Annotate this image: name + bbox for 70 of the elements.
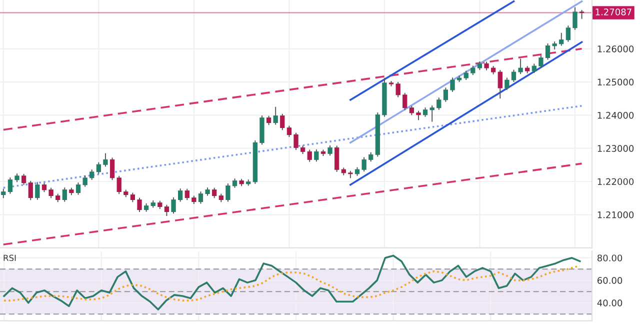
candlestick (396, 81, 400, 98)
candlestick (430, 105, 434, 122)
candlestick (90, 169, 94, 180)
candlestick (416, 110, 421, 121)
candlestick (82, 175, 88, 188)
candlestick (566, 25, 571, 42)
candlestick (116, 175, 122, 195)
candlestick (35, 182, 40, 200)
candlestick (48, 187, 54, 199)
candlestick (28, 180, 33, 201)
line-series (3, 254, 581, 310)
candlestick (307, 149, 312, 162)
candlestick (178, 188, 183, 202)
y-tick-label: 40.00 (597, 300, 622, 306)
candlestick (538, 54, 544, 69)
candlestick (8, 177, 13, 194)
candlestick (130, 192, 136, 203)
candlestick (402, 92, 408, 111)
candlestick (436, 97, 442, 110)
candlestick (103, 152, 108, 168)
candlestick (198, 190, 204, 204)
candlestick (464, 70, 468, 80)
candlestick (110, 157, 115, 181)
ref-line-label: 1.27087 (596, 8, 632, 16)
candlestick (280, 113, 285, 131)
candlestick (498, 70, 502, 100)
candlestick (443, 87, 448, 102)
candlestick (76, 182, 81, 196)
y-tick-label: 1.25000 (598, 78, 634, 86)
candlestick (532, 63, 536, 74)
y-tick-label: 80.00 (597, 254, 622, 262)
line-series (3, 264, 581, 302)
candlestick (232, 178, 238, 188)
candlestick (137, 197, 142, 213)
candlestick (368, 152, 374, 162)
candlestick (266, 115, 272, 126)
candlestick (286, 125, 292, 138)
candlestick (226, 183, 230, 202)
candlestick (21, 173, 26, 186)
candlestick (409, 105, 414, 116)
candlestick (42, 182, 47, 193)
candlestick (62, 186, 67, 202)
y-tick-label: 1.23000 (598, 145, 634, 152)
candlestick (559, 32, 564, 46)
candlestick (470, 65, 476, 76)
candlestick (273, 106, 278, 126)
candlestick (294, 132, 298, 150)
y-tick-label: 1.22000 (598, 178, 634, 186)
candlestick (504, 77, 510, 90)
y-tick-label: 1.24000 (598, 112, 634, 119)
candlestick (212, 187, 217, 199)
candlestick (184, 188, 190, 201)
y-tick-label: 1.26000 (598, 46, 634, 52)
candlestick (450, 77, 455, 92)
y-tick-label: 1.21000 (598, 211, 634, 218)
candlestick (314, 148, 319, 162)
candlestick (96, 162, 101, 174)
chart-title: RSI (4, 254, 16, 262)
candlestick (518, 58, 523, 74)
candlestick (572, 6, 578, 30)
candlestick (334, 145, 340, 172)
candlestick (362, 156, 366, 172)
candlestick (422, 107, 428, 118)
candlestick (511, 69, 516, 82)
y-tick-label: 60.00 (597, 277, 622, 284)
candlestick (164, 204, 170, 216)
candlestick (545, 42, 550, 60)
candlestick (171, 196, 176, 214)
candlestick (1, 188, 6, 199)
candlestick (328, 144, 332, 156)
